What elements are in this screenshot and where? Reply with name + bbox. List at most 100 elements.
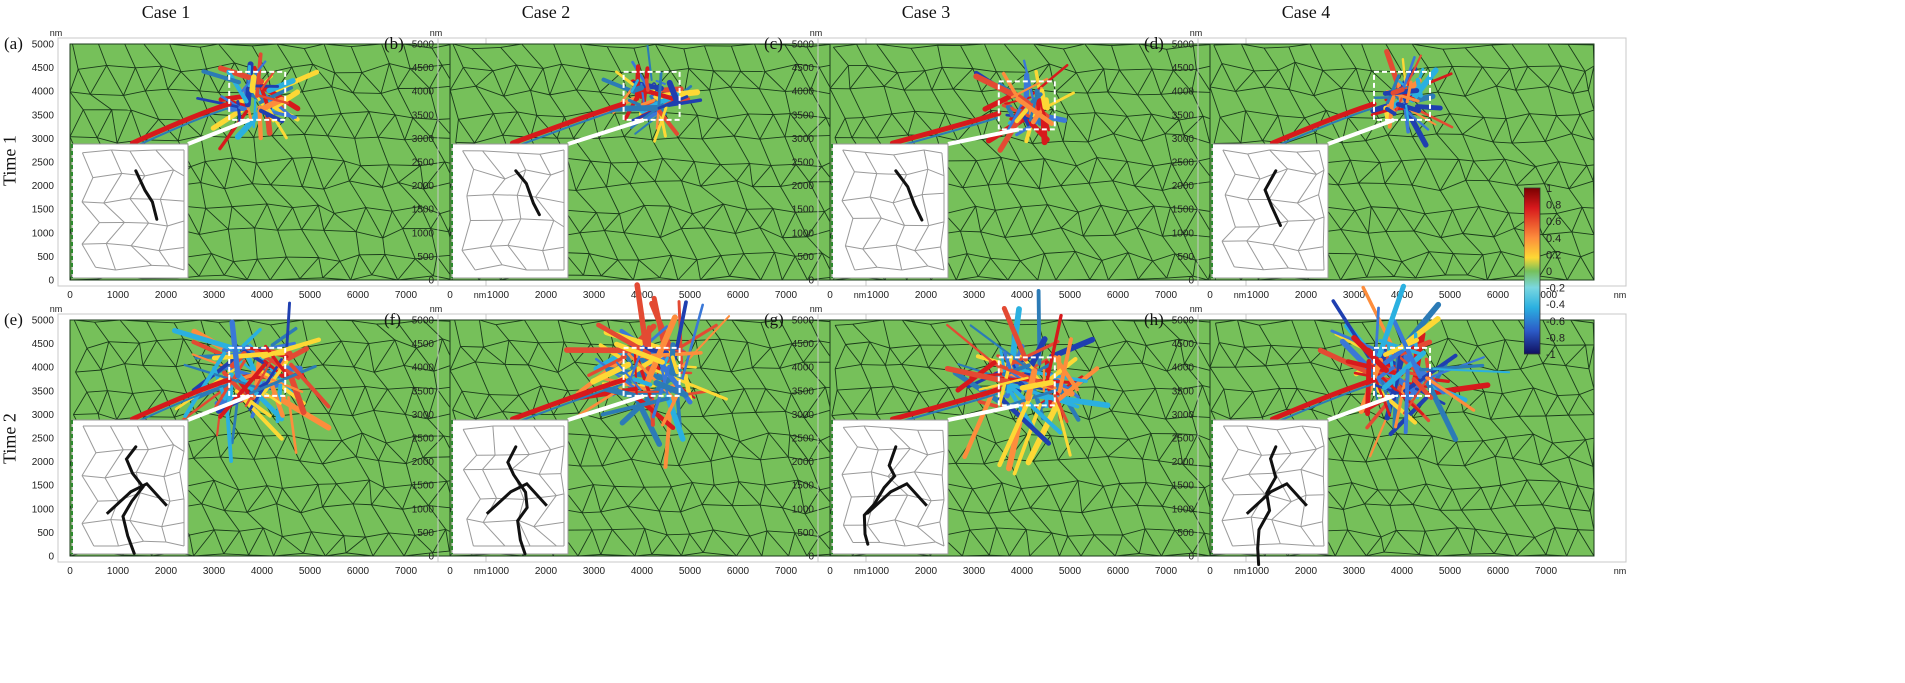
grain-boundary xyxy=(1580,251,1595,258)
grain-boundary xyxy=(808,440,821,462)
grain-boundary xyxy=(1123,387,1156,392)
inset-grain-boundary xyxy=(533,526,557,547)
grain-boundary xyxy=(1566,256,1582,281)
inset-grain-boundary xyxy=(115,264,152,271)
x-axis-unit: nm xyxy=(474,566,487,576)
grain-boundary xyxy=(980,231,1006,238)
panel-label: (b) xyxy=(384,34,404,53)
grain-boundary xyxy=(955,253,968,281)
grain-boundary xyxy=(373,410,387,444)
grain-boundary xyxy=(600,529,613,555)
damage-strip xyxy=(630,84,645,94)
x-tick-label: 2000 xyxy=(155,566,178,577)
inset-grain-boundary xyxy=(841,474,852,498)
damage-zone xyxy=(889,288,1111,476)
inset-grain-boundary xyxy=(841,196,871,202)
grain-boundary xyxy=(1340,210,1356,230)
grain-boundary xyxy=(901,364,920,393)
damage-strip xyxy=(651,364,671,419)
y-tick-label: 0 xyxy=(1188,552,1194,563)
grain-boundary xyxy=(1592,438,1595,467)
notch-blue xyxy=(131,382,230,425)
grain-boundary xyxy=(397,275,434,281)
grain-boundary xyxy=(889,347,903,365)
grain-boundary xyxy=(1548,86,1573,94)
inset-grain-boundary xyxy=(129,149,156,152)
grain-boundary xyxy=(602,458,632,467)
grain-boundary xyxy=(371,254,386,276)
grain-boundary xyxy=(193,435,217,459)
damage-strip xyxy=(201,69,242,85)
grain-boundary xyxy=(303,531,312,554)
grain-boundary xyxy=(1119,69,1138,96)
grain-boundary xyxy=(1586,165,1594,182)
column-title-case-4: Case 4 xyxy=(1281,2,1331,22)
grain-boundary xyxy=(130,109,159,120)
grain-boundary xyxy=(461,390,490,396)
grain-boundary xyxy=(703,203,724,229)
grain-boundary xyxy=(731,441,741,457)
grain-boundary xyxy=(89,93,112,111)
grain-boundary xyxy=(1223,388,1253,393)
grain-boundary xyxy=(1139,553,1162,557)
inset-grain-boundary xyxy=(1272,244,1299,252)
grain-boundary xyxy=(1335,417,1350,435)
colorbar-tick-label: 0.2 xyxy=(1546,249,1561,261)
grain-boundary xyxy=(384,254,416,260)
damage-strip xyxy=(183,351,227,418)
grain-boundary xyxy=(806,553,835,557)
grain-boundary xyxy=(327,135,345,162)
grain-boundary xyxy=(1547,43,1562,67)
grain-boundary xyxy=(1350,159,1380,163)
grain-boundary xyxy=(213,529,225,555)
grain-boundary xyxy=(358,254,373,276)
damage-strip xyxy=(997,394,1033,468)
inset-grain-boundary xyxy=(851,495,875,498)
grain-boundary xyxy=(1557,395,1569,416)
grain-boundary xyxy=(341,340,369,344)
inset-grain-boundary xyxy=(887,471,915,477)
x-tick-label: 3000 xyxy=(963,290,986,301)
grain-boundary xyxy=(1111,483,1121,508)
grain-boundary xyxy=(1439,190,1453,211)
grain-boundary xyxy=(953,88,982,92)
grain-boundary xyxy=(355,456,379,461)
grain-boundary xyxy=(275,457,283,489)
grain-boundary xyxy=(394,339,405,366)
grain-boundary xyxy=(1126,340,1147,346)
grain-boundary xyxy=(502,111,518,136)
inset-grain-boundary xyxy=(1263,267,1289,271)
grain-boundary xyxy=(1030,204,1048,235)
grain-boundary xyxy=(807,276,834,281)
inset-grain-boundary xyxy=(462,454,478,470)
grain-boundary xyxy=(1080,534,1095,557)
grain-boundary xyxy=(1587,90,1595,111)
grain-boundary xyxy=(345,536,366,554)
grain-boundary xyxy=(1462,117,1485,135)
grain-boundary xyxy=(371,274,398,281)
grain-boundary xyxy=(1127,113,1152,117)
grain-boundary xyxy=(700,275,730,281)
inset-grain-boundary xyxy=(1246,240,1264,270)
grain-boundary xyxy=(931,89,946,114)
grain-boundary xyxy=(1412,504,1441,511)
y-tick-label: 4500 xyxy=(412,339,435,350)
grain-boundary xyxy=(429,88,439,120)
grain-boundary xyxy=(402,509,416,536)
inset-grain-boundary xyxy=(81,475,99,502)
colorbar-tick-label: -1 xyxy=(1546,349,1556,360)
grain-boundary xyxy=(1412,483,1427,505)
grain-boundary xyxy=(286,115,305,135)
grain-boundary xyxy=(581,512,593,531)
grain-boundary xyxy=(770,163,797,166)
grain-boundary xyxy=(402,505,429,510)
grain-boundary xyxy=(318,204,335,214)
grain-boundary xyxy=(765,388,786,412)
damage-strip xyxy=(1001,305,1029,362)
grain-boundary xyxy=(1453,253,1483,256)
grain-boundary xyxy=(1166,49,1174,71)
grain-boundary xyxy=(252,162,257,184)
inset-grain-boundary xyxy=(894,519,906,547)
grain-boundary xyxy=(376,322,399,325)
grain-boundary xyxy=(644,528,653,555)
